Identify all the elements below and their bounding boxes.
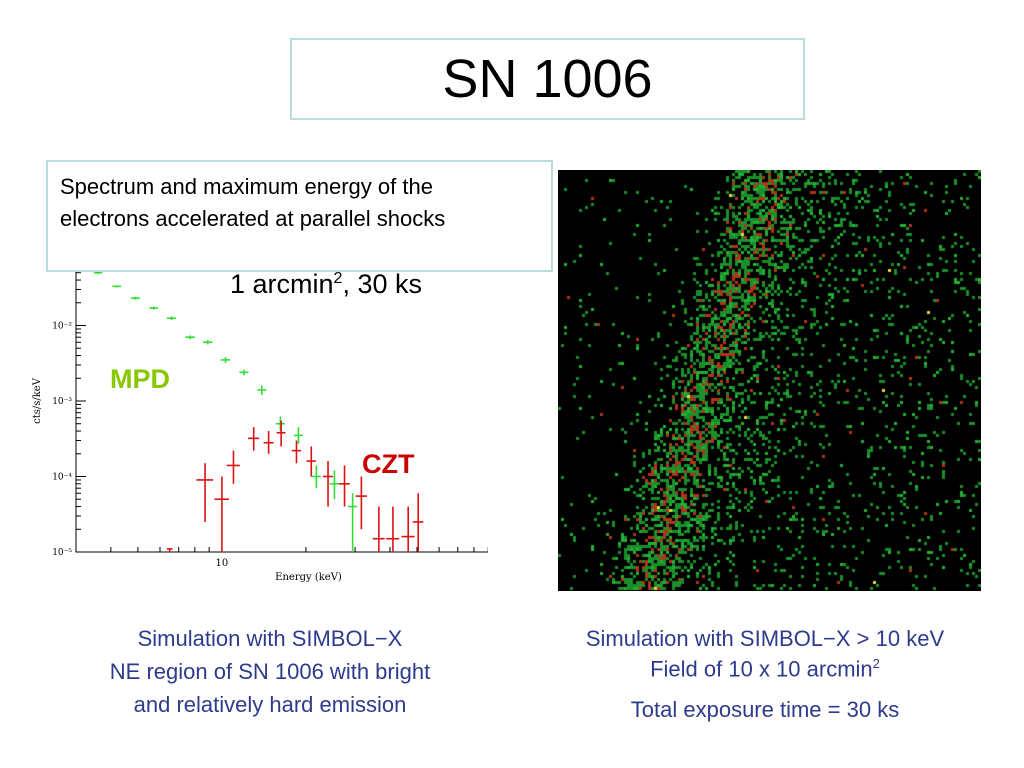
- x-tick-label: 10: [216, 558, 229, 569]
- exposure-label-post: , 30 ks: [342, 269, 422, 299]
- exposure-label-pre: 1 arcmin: [230, 269, 334, 299]
- y-tick-label: 10⁻³: [52, 397, 72, 407]
- y-axis-label: cts/s/keV: [32, 377, 43, 424]
- right-caption-line-3: Total exposure time = 30 ks: [630, 697, 900, 722]
- caption-box: Spectrum and maximum energy of the elect…: [46, 160, 553, 272]
- left-caption-line-3: and relatively hard emission: [133, 692, 407, 717]
- caption-line-1: Spectrum and maximum energy of the: [60, 174, 433, 199]
- right-caption-line-2: Field of 10 x 10 arcmin2: [530, 656, 1000, 682]
- simulation-image: [558, 170, 981, 591]
- slide-title: SN 1006: [442, 49, 653, 109]
- simulation-counts-map: [558, 170, 981, 591]
- y-tick-label: 10⁻²: [52, 322, 72, 332]
- exposure-label: 1 arcmin2, 30 ks: [230, 269, 422, 300]
- title-box: SN 1006: [290, 38, 805, 120]
- y-tick-label: 10⁻⁵: [52, 548, 72, 558]
- x-axis-label: Energy (keV): [275, 572, 342, 582]
- right-caption-line-2-sup: 2: [872, 656, 880, 671]
- caption-line-2: electrons accelerated at parallel shocks: [60, 206, 446, 231]
- y-tick-label: 10⁻⁴: [52, 473, 72, 483]
- exposure-label-sup: 2: [333, 270, 343, 287]
- mpd-series-label: MPD: [110, 364, 170, 394]
- left-caption-line-2: NE region of SN 1006 with bright: [109, 659, 431, 684]
- czt-series-label: CZT: [362, 449, 415, 479]
- right-caption-line-1: Simulation with SIMBOL−X > 10 keV: [585, 626, 945, 651]
- left-caption-line-1: Simulation with SIMBOL−X: [137, 626, 403, 651]
- right-caption-line-2-text: Field of 10 x 10 arcmin: [650, 656, 873, 682]
